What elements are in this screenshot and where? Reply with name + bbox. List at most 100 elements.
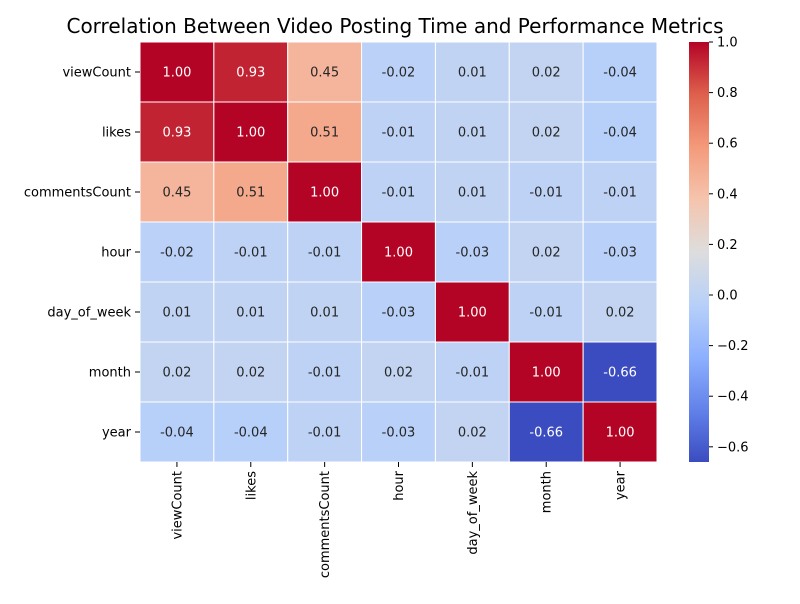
cell-value-label: -0.01 — [308, 366, 342, 381]
heatmap-cell — [361, 161, 436, 223]
column-label: day_of_week — [466, 471, 481, 555]
colorbar: 1.0 0.8 0.6 0.4 0.2 0.0 −0.2 −0.4 −0.6 — [689, 36, 749, 462]
heatmap-cell — [434, 101, 510, 163]
colorbar-tick-label: −0.4 — [717, 390, 749, 405]
cell-value-label: -0.04 — [160, 426, 194, 441]
cell-value-label: -0.01 — [234, 246, 268, 261]
heatmap-cell — [508, 161, 584, 223]
cell-value-label: 0.02 — [236, 366, 265, 381]
cell-value-label: 0.45 — [162, 186, 191, 201]
cell-value-label: -0.66 — [529, 426, 563, 441]
cell-value-label: -0.03 — [382, 426, 416, 441]
row-label: viewCount — [62, 66, 131, 81]
heatmap-cell — [508, 401, 584, 463]
cell-value-label: 0.45 — [310, 66, 339, 81]
heatmap-cell — [139, 41, 215, 103]
chart-title: Correlation Between Video Posting Time a… — [66, 14, 723, 38]
row-labels: viewCount likes commentsCount hour day_of_we… — [24, 66, 140, 441]
heatmap-cell — [139, 281, 215, 343]
heatmap-cell — [434, 161, 510, 223]
cell-value-label: 0.01 — [236, 306, 265, 321]
cell-value-label: -0.01 — [382, 126, 416, 141]
column-label: commentsCount — [318, 471, 333, 578]
cell-value-label: 0.02 — [532, 246, 561, 261]
cell-value-label: -0.03 — [603, 246, 637, 261]
cell-value-label: -0.04 — [603, 66, 637, 81]
column-label: month — [540, 471, 555, 513]
cell-value-label: 1.00 — [606, 426, 635, 441]
heatmap-cell — [582, 401, 658, 463]
column-label: hour — [392, 470, 407, 500]
cell-value-label: -0.03 — [456, 246, 490, 261]
colorbar-tick-label: −0.2 — [717, 339, 749, 354]
heatmap-cell — [213, 341, 289, 403]
heatmap-cell — [361, 221, 436, 283]
cell-value-label: -0.01 — [529, 306, 563, 321]
cell-value-label: 1.00 — [384, 246, 413, 261]
cell-value-label: 1.00 — [236, 126, 265, 141]
heatmap-cell — [213, 221, 289, 283]
heatmap-cell — [582, 341, 658, 403]
heatmap-cell — [361, 401, 436, 463]
heatmap-cell — [213, 161, 289, 223]
colorbar-tick-label: 0.6 — [717, 137, 738, 152]
heatmap-cell — [139, 341, 215, 403]
cell-value-label: -0.04 — [603, 126, 637, 141]
heatmap-cell — [287, 161, 363, 223]
cell-value-label: 0.02 — [532, 126, 561, 141]
column-label: viewCount — [170, 471, 185, 540]
column-labels: viewCount likes commentsCount hour day_of_we… — [170, 462, 629, 578]
heatmap-cell — [508, 41, 584, 103]
cell-value-label: -0.04 — [234, 426, 268, 441]
cell-value-label: 0.02 — [532, 66, 561, 81]
colorbar-tick-label: 0.2 — [717, 238, 738, 253]
heatmap-cell — [434, 341, 510, 403]
cell-value-label: 0.01 — [310, 306, 339, 321]
heatmap-cell — [213, 41, 289, 103]
row-label: likes — [102, 126, 131, 141]
row-label: hour — [101, 246, 131, 261]
cell-value-label: -0.01 — [456, 366, 490, 381]
cell-value-label: 0.51 — [236, 186, 265, 201]
cell-value-label: 0.51 — [310, 126, 339, 141]
cell-value-label: 1.00 — [162, 66, 191, 81]
cell-value-label: 1.00 — [310, 186, 339, 201]
column-label: likes — [244, 471, 259, 500]
cell-value-label: 0.01 — [458, 66, 487, 81]
colorbar-tick-label: 1.0 — [717, 36, 738, 51]
heatmap-cell — [361, 41, 436, 103]
row-label: year — [102, 426, 132, 441]
colorbar-tick-label: 0.4 — [717, 187, 738, 202]
cell-value-label: 0.01 — [162, 306, 191, 321]
heatmap-cell — [582, 101, 658, 163]
cell-value-label: -0.02 — [160, 246, 194, 261]
cell-value-label: 1.00 — [532, 366, 561, 381]
heatmap-cell — [287, 41, 363, 103]
cell-value-label: 0.02 — [458, 426, 487, 441]
cell-value-label: -0.01 — [308, 246, 342, 261]
heatmap-cells: 1.00 0.93 0.45 -0.02 0.01 0.02 -0.04 0.93 1.00 0.… — [139, 41, 658, 463]
heatmap-cell — [582, 161, 658, 223]
heatmap-cell — [287, 281, 363, 343]
cell-value-label: 0.01 — [458, 186, 487, 201]
row-label: day_of_week — [47, 306, 131, 321]
row-label: commentsCount — [24, 186, 131, 201]
cell-value-label: 0.93 — [162, 126, 191, 141]
column-label: year — [614, 470, 629, 500]
heatmap-cell — [434, 401, 510, 463]
heatmap-cell — [287, 101, 363, 163]
cell-value-label: -0.03 — [382, 306, 416, 321]
cell-value-label: -0.01 — [529, 186, 563, 201]
cell-value-label: -0.01 — [308, 426, 342, 441]
row-label: month — [89, 366, 131, 381]
cell-value-label: 0.02 — [162, 366, 191, 381]
heatmap-cell — [582, 221, 658, 283]
colorbar-tick-label: 0.8 — [717, 86, 738, 101]
heatmap-cell — [361, 341, 436, 403]
heatmap-cell — [508, 221, 584, 283]
cell-value-label: 1.00 — [458, 306, 487, 321]
cell-value-label: 0.02 — [384, 366, 413, 381]
cell-value-label: -0.01 — [382, 186, 416, 201]
